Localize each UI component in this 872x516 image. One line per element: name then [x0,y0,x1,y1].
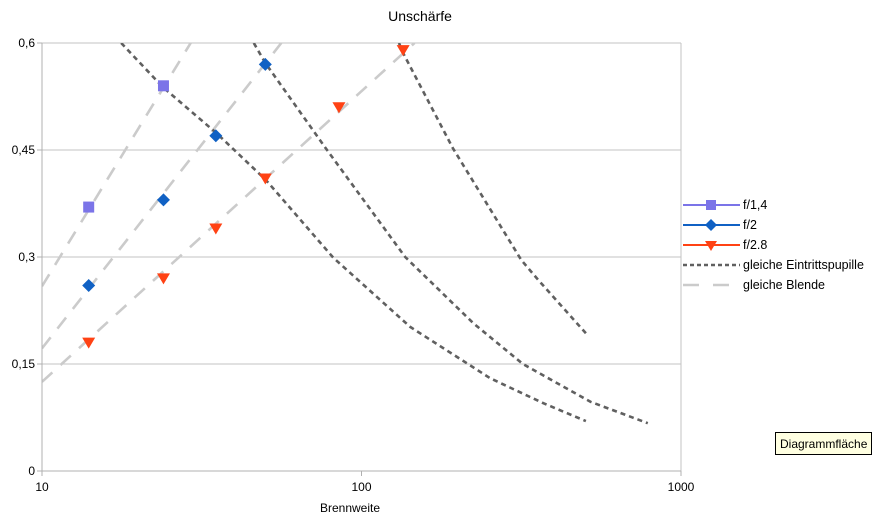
marker-diamond [209,129,223,143]
axes [37,42,682,476]
legend-item-blende[interactable]: gleiche Blende [683,275,864,295]
legend-sample-dashed-line-icon [683,283,740,287]
legend-sample-f28-line-triangle-icon [683,241,740,251]
legend-label: gleiche Eintrittspupille [743,258,864,272]
series-f28 [82,45,410,349]
series-f2 [82,57,272,293]
tooltip-diagrammflaeche: Diagrammfläche [775,432,872,455]
data-points [82,45,410,349]
legend[interactable]: f/1,4 f/2 f/2.8 gleiche Eintrittspupille [683,195,864,295]
marker-diamond [258,57,272,71]
marker-triangle-down [156,273,170,285]
y-tick-label: 0,45 [12,143,36,157]
y-tick-label: 0,3 [18,250,35,264]
marker-triangle-down [209,223,223,235]
y-tick-label: 0,6 [18,36,35,50]
blende-reference-line [42,43,192,287]
eintrittspupille-curve [252,43,649,425]
legend-label: f/1,4 [743,198,768,212]
legend-item-f28[interactable]: f/2.8 [683,235,864,255]
legend-label: f/2 [743,218,757,232]
marker-triangle-down [258,173,272,185]
y-tick-label: 0 [28,464,35,478]
marker-diamond [156,193,170,207]
blende-reference-line [42,43,416,383]
marker-diamond [82,279,96,293]
legend-label: gleiche Blende [743,278,826,292]
marker-square [83,201,95,213]
legend-label: f/2.8 [743,238,768,252]
legend-sample-f14-line-square-icon [683,200,740,210]
chart-title[interactable]: Unschärfe [388,8,452,24]
x-tick-label: 10 [35,480,49,494]
series-f14 [83,80,169,213]
x-axis-title: Brennweite [319,501,381,515]
x-tick-label: 1000 [668,480,695,494]
marker-triangle-down [396,45,410,57]
marker-triangle-down [82,337,96,349]
marker-triangle-down [332,102,346,114]
legend-item-eintrittspupille[interactable]: gleiche Eintrittspupille [683,255,864,275]
legend-item-f14[interactable]: f/1,4 [683,195,864,215]
y-tick-label: 0,15 [12,357,36,371]
legend-sample-dotted-line-icon [683,263,740,267]
marker-square [157,80,169,92]
x-tick-label: 100 [351,480,371,494]
gridlines [42,42,682,471]
legend-item-f2[interactable]: f/2 [683,215,864,235]
eintrittspupille-curve [120,43,587,423]
eintrittspupille-curve [397,43,587,335]
reference-lines [42,43,649,425]
legend-sample-f2-line-diamond-icon [683,219,740,231]
tick-labels: 0 0,15 0,3 0,45 0,6 10 100 1000 [12,36,695,494]
